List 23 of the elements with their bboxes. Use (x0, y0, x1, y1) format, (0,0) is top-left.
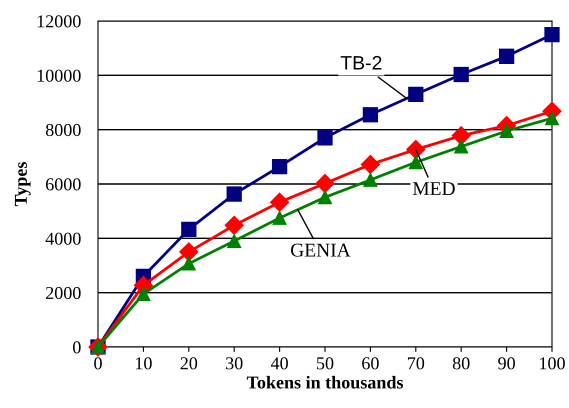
series-label: TB-2 (340, 56, 382, 70)
y-tick-label: 8000 (46, 124, 81, 136)
x-tick-label: 60 (362, 357, 379, 370)
x-tick-label: 10 (136, 357, 152, 370)
y-tick-label: 2000 (46, 286, 81, 300)
y-tick-label: 6000 (46, 178, 81, 190)
x-tick-label: 30 (226, 357, 243, 370)
y-tick-label: 0 (72, 341, 81, 354)
y-tick-label: 10000 (38, 70, 81, 82)
y-axis-title: Types (14, 162, 31, 206)
series-label: MED (412, 182, 455, 195)
x-axis-title: Tokens in thousands (246, 376, 404, 389)
series-label: GENIA (291, 244, 351, 257)
x-tick-label: 80 (452, 357, 470, 370)
x-tick-label: 40 (270, 357, 288, 370)
x-tick-label: 20 (180, 357, 198, 370)
y-tick-label: 12000 (38, 15, 81, 28)
x-tick-label: 0 (94, 357, 102, 370)
x-tick-label: 90 (498, 357, 515, 370)
x-tick-label: 100 (540, 357, 565, 370)
x-tick-label: 50 (317, 357, 334, 370)
x-tick-label: 70 (408, 357, 424, 370)
y-tick-label: 4000 (46, 232, 81, 245)
